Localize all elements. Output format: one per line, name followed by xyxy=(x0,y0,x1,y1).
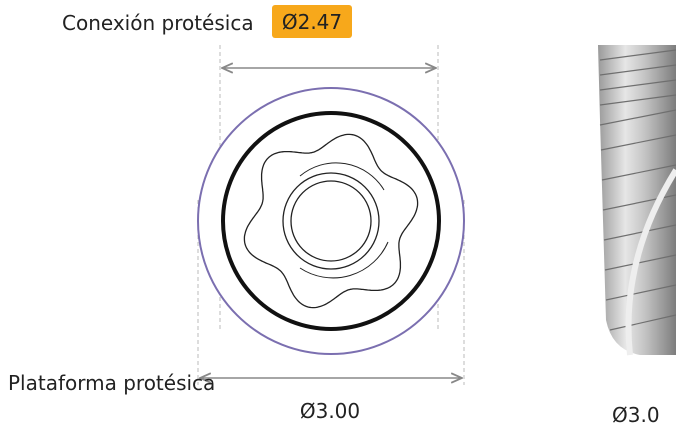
platform-label: Plataforma protésica xyxy=(8,371,215,395)
connection-label: Conexión protésica xyxy=(62,11,254,35)
implant-image xyxy=(598,45,676,355)
implant-diameter: Ø3.0 xyxy=(612,403,660,427)
connection-diameter: Ø2.47 xyxy=(282,10,342,34)
platform-circle xyxy=(198,88,464,354)
diagram: Conexión protésica Ø2.47 Plataforma prot… xyxy=(0,0,676,431)
platform-diameter: Ø3.00 xyxy=(300,399,360,423)
